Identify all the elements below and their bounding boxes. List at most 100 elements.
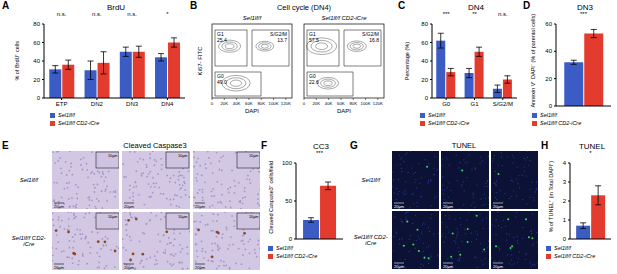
- svg-text:80K: 80K: [349, 101, 357, 106]
- svg-text:20K: 20K: [312, 101, 320, 106]
- svg-text:100K: 100K: [361, 101, 371, 106]
- svg-text:S/G2/M13.7: S/G2/M13.7: [270, 31, 287, 43]
- svg-text:60K: 60K: [337, 101, 345, 106]
- svg-text:3: 3: [563, 179, 567, 185]
- html-text:DN3: DN3: [577, 3, 593, 12]
- svg-text:0: 0: [549, 103, 553, 109]
- svg-text:100K: 100K: [269, 101, 279, 106]
- svg-text:2: 2: [563, 198, 567, 204]
- svg-text:20: 20: [545, 76, 552, 82]
- svg-text:n.s.: n.s.: [57, 12, 67, 17]
- svg-text:20: 20: [33, 77, 40, 83]
- svg-text:20μm: 20μm: [493, 264, 504, 269]
- svg-text:20μm: 20μm: [394, 264, 405, 269]
- svg-text:Ki67- FITC: Ki67- FITC: [197, 46, 203, 76]
- html-text:Sel1lf/f CD2-iCre: Sel1lf/f CD2-iCre: [11, 235, 46, 247]
- svg-text:DN3: DN3: [126, 101, 139, 107]
- svg-text:0: 0: [37, 95, 41, 101]
- svg-text:50: 50: [285, 198, 292, 204]
- svg-text:60: 60: [545, 21, 552, 27]
- svg-text:ETP: ETP: [56, 101, 68, 107]
- html-text:TUNEL: TUNEL: [451, 141, 477, 150]
- html-text:Sel1lf/f CD2-iCre: Sel1lf/f CD2-iCre: [353, 234, 388, 246]
- svg-text:10μm: 10μm: [248, 154, 258, 158]
- svg-text:80: 80: [421, 21, 428, 27]
- svg-text:**: **: [472, 12, 477, 17]
- html-text:CC3: CC3: [313, 142, 329, 151]
- svg-text:1: 1: [563, 217, 567, 223]
- svg-text:40K: 40K: [325, 101, 333, 106]
- html-text:A: A: [2, 0, 10, 11]
- html-text:H: H: [541, 140, 549, 151]
- html-text:BrdU: BrdU: [106, 3, 126, 12]
- html-text:TUNEL: TUNEL: [578, 142, 606, 151]
- svg-text:10μm: 10μm: [108, 154, 118, 158]
- html-text:DN4: DN4: [468, 3, 484, 12]
- svg-text:120K: 120K: [373, 101, 383, 106]
- svg-text:Cell cycle (DN4): Cell cycle (DN4): [277, 3, 332, 12]
- svg-text:***: ***: [443, 12, 451, 17]
- svg-text:40: 40: [33, 58, 40, 64]
- svg-text:n.s.: n.s.: [498, 12, 508, 17]
- svg-text:40: 40: [421, 58, 428, 64]
- svg-text:4: 4: [563, 160, 567, 166]
- svg-text:120K: 120K: [281, 101, 291, 106]
- svg-text:20μm: 20μm: [54, 265, 65, 270]
- svg-text:*: *: [166, 12, 169, 17]
- html-text:E: E: [2, 140, 9, 151]
- html-text:C: C: [398, 0, 406, 11]
- svg-text:60: 60: [33, 40, 40, 46]
- svg-text:G125.4: G125.4: [217, 31, 227, 43]
- svg-text:20μm: 20μm: [54, 204, 65, 209]
- svg-text:***: ***: [580, 12, 588, 17]
- svg-text:10μm: 10μm: [248, 215, 258, 219]
- svg-text:DN4: DN4: [161, 101, 174, 107]
- svg-text:*: *: [589, 151, 592, 156]
- svg-text:20μm: 20μm: [493, 204, 504, 209]
- svg-text:DAPI: DAPI: [337, 108, 351, 114]
- svg-text:20μm: 20μm: [443, 204, 454, 209]
- svg-text:20μm: 20μm: [443, 264, 454, 269]
- svg-text:0: 0: [211, 101, 214, 106]
- svg-text:0: 0: [303, 101, 306, 106]
- svg-text:G022.6: G022.6: [309, 73, 319, 85]
- svg-text:20μm: 20μm: [394, 204, 405, 209]
- html-text:B: B: [190, 0, 198, 11]
- svg-text:80K: 80K: [257, 101, 265, 106]
- svg-text:40K: 40K: [233, 101, 241, 106]
- svg-text:G157.5: G157.5: [309, 31, 319, 43]
- svg-text:20μm: 20μm: [124, 204, 135, 209]
- svg-text:Sel1lf/f: Sel1lf/f: [243, 15, 263, 21]
- svg-text:20μm: 20μm: [124, 265, 135, 270]
- svg-text:80: 80: [33, 21, 40, 27]
- html-text:G: G: [350, 140, 358, 151]
- svg-text:S/G2/M: S/G2/M: [493, 101, 513, 107]
- html-text:D: D: [523, 0, 531, 11]
- svg-text:10μm: 10μm: [178, 154, 188, 158]
- svg-text:0: 0: [563, 236, 567, 242]
- svg-text:DN2: DN2: [91, 101, 104, 107]
- svg-text:G049.0: G049.0: [217, 73, 227, 85]
- svg-text:0: 0: [289, 236, 293, 242]
- svg-text:10μm: 10μm: [178, 215, 188, 219]
- svg-text:G0: G0: [442, 101, 451, 107]
- svg-text:100: 100: [282, 160, 293, 166]
- svg-text:10μm: 10μm: [108, 215, 118, 219]
- svg-text:Sel1lf/f CD2-iCre: Sel1lf/f CD2-iCre: [321, 15, 367, 21]
- svg-text:20μm: 20μm: [195, 204, 206, 209]
- svg-text:60: 60: [421, 40, 428, 46]
- svg-text:DAPI: DAPI: [245, 108, 259, 114]
- svg-text:***: ***: [316, 151, 324, 156]
- svg-text:G1: G1: [470, 101, 479, 107]
- html-text:F: F: [261, 140, 268, 151]
- svg-text:20: 20: [421, 77, 428, 83]
- svg-text:0: 0: [425, 95, 429, 101]
- svg-text:n.s.: n.s.: [92, 12, 102, 17]
- svg-text:40: 40: [545, 48, 552, 54]
- svg-text:20K: 20K: [220, 101, 228, 106]
- svg-text:S/G2/M16.8: S/G2/M16.8: [362, 31, 379, 43]
- svg-text:n.s.: n.s.: [127, 12, 137, 17]
- svg-text:20μm: 20μm: [195, 265, 206, 270]
- html-text:Cleaved Caspase3: Cleaved Caspase3: [123, 141, 187, 150]
- svg-text:60K: 60K: [245, 101, 253, 106]
